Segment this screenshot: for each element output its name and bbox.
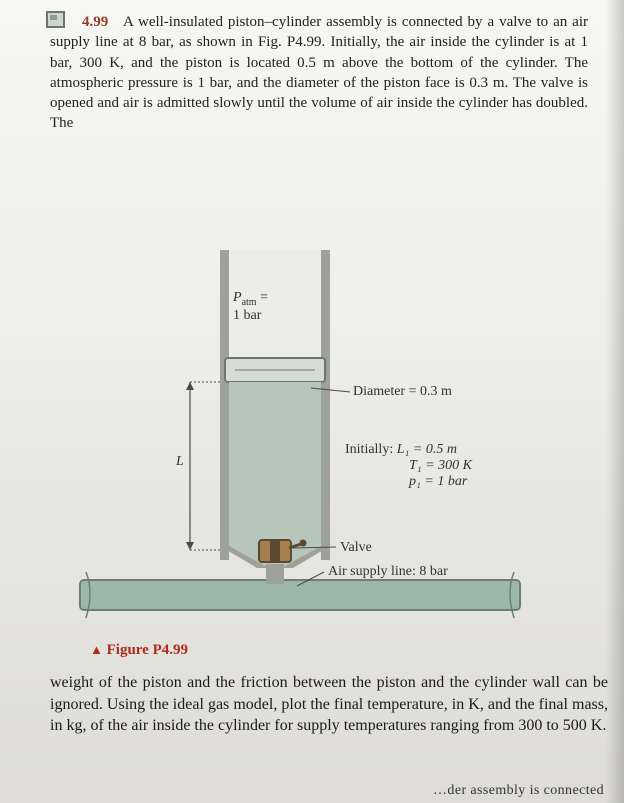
label-patm: Patm = 1 bar — [233, 290, 268, 324]
problem-statement: 4.99 A well-insulated piston–cylinder as… — [40, 8, 594, 138]
textbook-page: 4.99 A well-insulated piston–cylinder as… — [0, 0, 624, 803]
piston-cylinder-svg — [70, 250, 550, 630]
label-valve: Valve — [340, 540, 372, 556]
label-supply: Air supply line: 8 bar — [328, 564, 448, 580]
problem-body: A well-insulated piston–cylinder assembl… — [50, 14, 588, 131]
figure-label: Figure P4.99 — [107, 642, 188, 658]
label-initial: Initially: L₁ = 0.5 m T₁ = 300 K p₁ = 1 … — [345, 442, 472, 490]
problem-number: 4.99 — [82, 14, 108, 30]
problem-continuation: weight of the piston and the friction be… — [50, 672, 608, 737]
cutoff-text: …der assembly is connected — [433, 783, 604, 799]
figure-diagram: Patm = 1 bar Diameter = 0.3 m Initially:… — [70, 250, 550, 630]
figure-caption: ▲ Figure P4.99 — [90, 642, 188, 659]
triangle-icon: ▲ — [90, 642, 103, 657]
page-curl-shadow — [606, 0, 624, 803]
label-diameter: Diameter = 0.3 m — [353, 384, 452, 400]
label-dimension-L: L — [176, 454, 184, 470]
